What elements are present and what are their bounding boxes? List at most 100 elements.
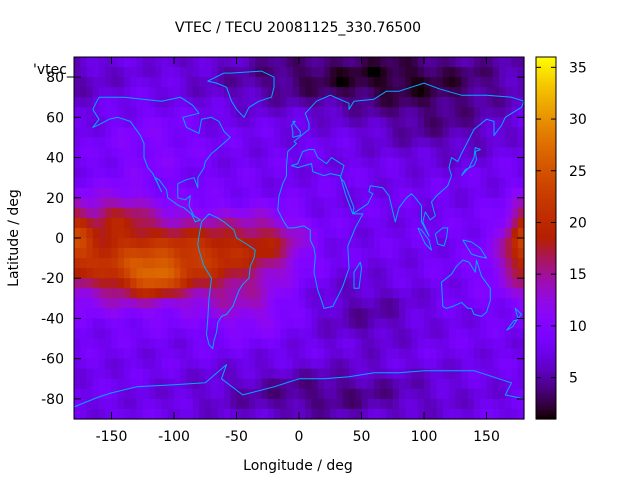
heatmap-cell [480, 207, 488, 219]
heatmap-cell [430, 97, 438, 108]
heatmap-cell [342, 338, 350, 350]
heatmap-cell [180, 348, 188, 360]
heatmap-cell [361, 358, 369, 370]
y-tick-label: 0 [55, 231, 64, 247]
heatmap-cell [367, 167, 375, 179]
heatmap-cell [230, 258, 238, 269]
heatmap-cell [399, 207, 406, 219]
heatmap-cell [367, 67, 375, 78]
heatmap-cell [174, 87, 181, 98]
heatmap-cell [105, 207, 113, 219]
heatmap-cell [192, 147, 200, 159]
heatmap-cell [86, 137, 94, 149]
heatmap-cell [361, 288, 369, 299]
heatmap-cell [292, 408, 300, 420]
heatmap-cell [392, 67, 400, 78]
heatmap-cell [105, 338, 113, 350]
heatmap-cell [186, 167, 194, 179]
heatmap-cell [355, 308, 363, 320]
heatmap-cell [511, 288, 519, 299]
heatmap-cell [99, 338, 106, 350]
colorbar-step [536, 383, 556, 386]
heatmap-cell [424, 137, 431, 149]
heatmap-cell [386, 268, 394, 279]
heatmap-cell [211, 157, 219, 169]
heatmap-cell [511, 348, 519, 360]
heatmap-cell [99, 227, 106, 239]
heatmap-cell [430, 258, 438, 269]
heatmap-cell [124, 328, 131, 340]
heatmap-cell [442, 408, 450, 420]
heatmap-cell [511, 217, 519, 229]
heatmap-cell [386, 157, 394, 169]
heatmap-cell [130, 268, 138, 279]
heatmap-cell [92, 107, 100, 118]
heatmap-cell [317, 358, 325, 370]
heatmap-cell [80, 308, 88, 320]
heatmap-cell [324, 167, 331, 179]
heatmap-cell [136, 87, 144, 98]
heatmap-cell [455, 278, 463, 289]
heatmap-cell [136, 278, 144, 289]
heatmap-cell [255, 127, 263, 139]
heatmap-cell [392, 197, 400, 209]
heatmap-cell [205, 97, 213, 108]
heatmap-cell [455, 147, 463, 159]
heatmap-cell [224, 197, 231, 209]
heatmap-cell [261, 57, 269, 68]
heatmap-cell [105, 117, 113, 128]
heatmap-cell [386, 67, 394, 78]
colorbar-step [536, 385, 556, 388]
heatmap-cell [417, 408, 425, 420]
heatmap-cell [217, 328, 225, 340]
colorbar-step [536, 389, 556, 392]
heatmap-cell [224, 187, 231, 199]
heatmap-cell [167, 298, 175, 309]
heatmap-cell [142, 248, 150, 259]
heatmap-cell [74, 117, 81, 128]
heatmap-cell [299, 258, 306, 269]
heatmap-cell [417, 248, 425, 259]
heatmap-cell [117, 197, 125, 209]
heatmap-cell [124, 288, 131, 299]
heatmap-cell [461, 268, 469, 279]
heatmap-cell [505, 227, 513, 239]
heatmap-cell [199, 238, 206, 249]
heatmap-cell [336, 308, 344, 320]
heatmap-cell [74, 398, 81, 410]
heatmap-cell [336, 117, 344, 128]
heatmap-cell [192, 278, 200, 289]
heatmap-cell [261, 358, 269, 370]
heatmap-cell [324, 348, 331, 360]
heatmap-cell [155, 348, 163, 360]
heatmap-cell [449, 137, 456, 149]
heatmap-cell [205, 358, 213, 370]
heatmap-cell [180, 308, 188, 320]
heatmap-cell [86, 57, 94, 68]
heatmap-cell [142, 87, 150, 98]
heatmap-cell [117, 207, 125, 219]
heatmap-cell [317, 238, 325, 249]
heatmap-cell [149, 67, 156, 78]
heatmap-cell [461, 177, 469, 189]
heatmap-cell [424, 207, 431, 219]
heatmap-cell [86, 97, 94, 108]
heatmap-cell [249, 378, 256, 390]
heatmap-cell [355, 137, 363, 149]
heatmap-cell [449, 258, 456, 269]
heatmap-cell [392, 177, 400, 189]
colorbar-step [536, 151, 556, 154]
heatmap-cell [105, 328, 113, 340]
heatmap-cell [480, 137, 488, 149]
heatmap-cell [74, 107, 81, 118]
heatmap-cell [217, 258, 225, 269]
heatmap-cell [342, 298, 350, 309]
heatmap-cell [192, 137, 200, 149]
heatmap-cell [430, 217, 438, 229]
heatmap-cell [399, 177, 406, 189]
heatmap-cell [399, 238, 406, 249]
heatmap-cell [374, 358, 381, 370]
heatmap-cell [317, 67, 325, 78]
heatmap-cell [424, 67, 431, 78]
heatmap-cell [255, 258, 263, 269]
